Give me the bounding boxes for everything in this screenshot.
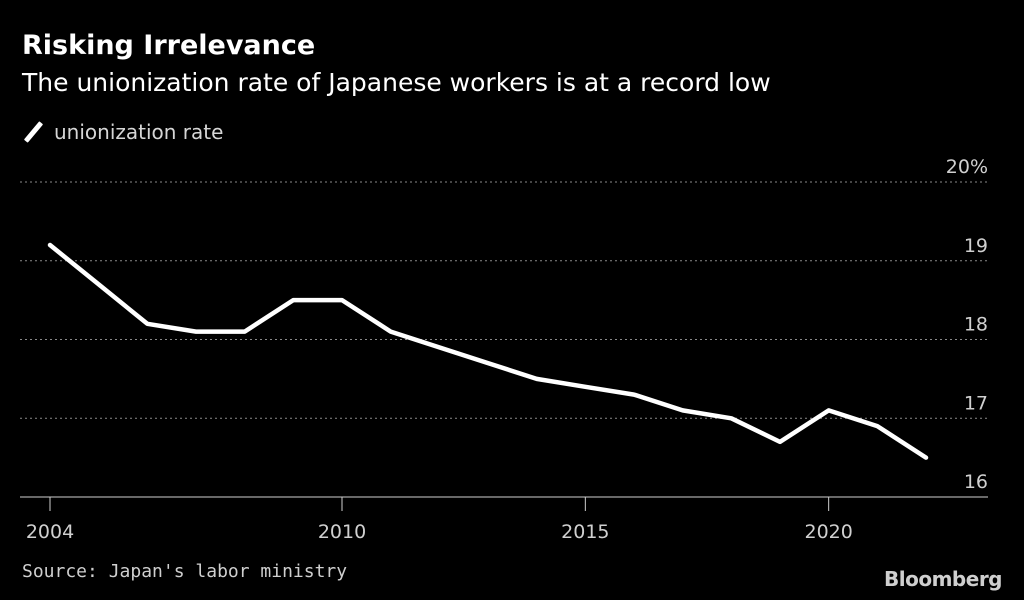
legend: unionization rate <box>22 120 223 144</box>
x-axis-labels: 2004 2010 2015 2020 <box>26 521 853 543</box>
grid-lines <box>20 181 988 419</box>
bloomberg-logo: Bloomberg <box>884 567 1002 591</box>
series-line-unionization-rate <box>47 242 929 460</box>
y-tick-label: 17 <box>964 392 988 414</box>
chart-subtitle: The unionization rate of Japanese worker… <box>22 68 771 97</box>
series-layer <box>47 242 929 460</box>
y-tick-label: 18 <box>964 314 988 336</box>
y-tick-label: 16 <box>964 471 988 493</box>
x-axis <box>20 496 988 511</box>
x-tick-label: 2020 <box>804 521 852 543</box>
y-tick-label: 19 <box>964 235 988 257</box>
x-tick-label: 2015 <box>561 521 609 543</box>
legend-label: unionization rate <box>54 120 224 144</box>
y-tick-label: 20% <box>946 156 988 178</box>
x-tick-label: 2004 <box>26 521 74 543</box>
source-note: Source: Japan's labor ministry <box>22 561 348 582</box>
x-tick-label: 2010 <box>318 521 366 543</box>
chart-title: Risking Irrelevance <box>22 30 316 61</box>
y-axis-labels: 16 17 18 19 20% <box>946 156 988 493</box>
